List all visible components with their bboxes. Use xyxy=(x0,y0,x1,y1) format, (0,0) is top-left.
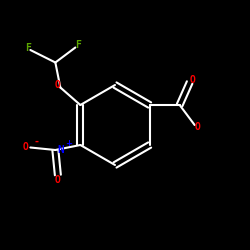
Text: -: - xyxy=(34,136,38,146)
Text: O: O xyxy=(194,122,200,132)
Text: O: O xyxy=(55,175,61,185)
Text: +: + xyxy=(66,139,72,148)
Text: N: N xyxy=(57,145,64,155)
Text: O: O xyxy=(189,75,195,85)
Text: F: F xyxy=(25,42,31,52)
Text: F: F xyxy=(75,40,81,50)
Text: O: O xyxy=(22,142,28,152)
Text: O: O xyxy=(55,80,61,90)
